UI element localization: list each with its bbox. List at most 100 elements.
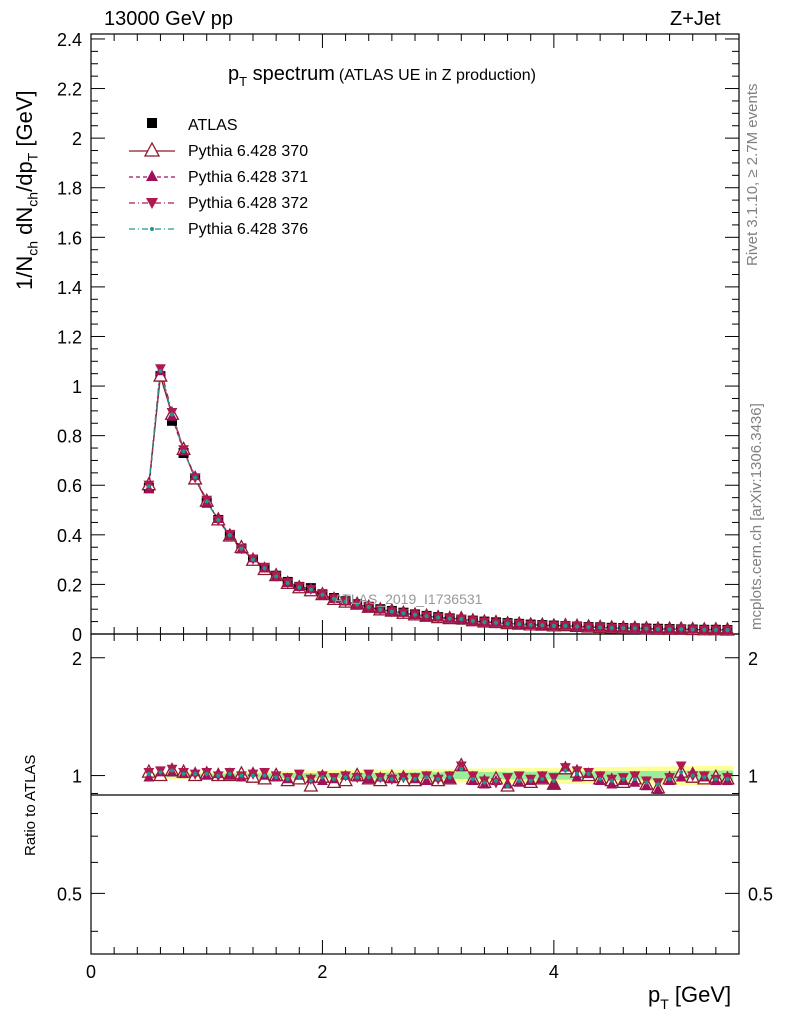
ratio-376-marker <box>459 766 464 771</box>
ratio-376-marker <box>146 771 151 776</box>
main-376-marker <box>285 580 290 585</box>
main-376-marker <box>366 605 371 609</box>
ratio-376-marker <box>482 780 487 785</box>
ratio-panel-frame <box>90 633 740 955</box>
ratio-372-marker <box>629 771 641 782</box>
ratio-376-marker <box>586 771 591 776</box>
y-tick-label: 0.2 <box>57 575 82 595</box>
ratio-376-marker <box>540 776 545 781</box>
legend-376-label: Pythia 6.428 376 <box>188 221 308 238</box>
ratio-376-marker <box>575 771 579 776</box>
main-376-marker <box>563 623 568 628</box>
main-376-marker <box>193 475 198 480</box>
x-tick-label: 2 <box>317 962 327 982</box>
y-tick-label: 0.4 <box>57 526 82 546</box>
y-tick-label: 0.8 <box>57 427 82 447</box>
ratio-tick-label-right: 1 <box>748 767 758 787</box>
ratio-markers <box>141 757 735 794</box>
ratio-376-marker <box>158 770 163 775</box>
main-376-marker <box>170 412 174 417</box>
ratio-372-marker <box>259 768 270 779</box>
main-376-marker <box>413 612 417 617</box>
main-376-marker <box>239 546 244 551</box>
ratio-376-marker <box>690 773 695 778</box>
ratio-372-marker <box>560 763 571 774</box>
ratio-376-marker <box>170 768 174 773</box>
main-376-marker <box>551 623 556 628</box>
legend-372-marker <box>146 198 158 209</box>
ratio-376-marker <box>598 776 603 781</box>
y-tick-label: 1.2 <box>57 327 82 347</box>
ratio-372-marker <box>502 773 513 784</box>
ratio-376-marker <box>702 775 707 780</box>
ratio-372-marker <box>293 769 305 780</box>
ratio-371-marker <box>675 771 687 782</box>
y-tick-label: 2 <box>72 129 82 149</box>
ratio-tick-label-left: 0.5 <box>57 884 82 904</box>
ratio-372-marker <box>675 761 687 772</box>
main-376-marker <box>251 557 255 562</box>
main-376-marker <box>644 626 649 631</box>
y-tick-label: 1 <box>72 377 82 397</box>
ratio-376-marker <box>216 773 221 778</box>
main-376-marker <box>274 574 279 579</box>
main-376-marker <box>632 626 637 631</box>
ratio-376-marker <box>609 778 614 783</box>
ratio-376-marker <box>447 775 452 780</box>
atlas-data-point <box>167 415 177 426</box>
y-tick-label: 1.4 <box>57 278 82 298</box>
ratio-376-marker <box>227 771 232 776</box>
ratio-376-marker <box>494 778 498 783</box>
main-376-marker <box>459 617 464 622</box>
y-axis-label-ratio: Ratio to ATLAS <box>22 754 39 856</box>
legend-370-label: Pythia 6.428 370 <box>188 143 308 160</box>
ratio-376-marker <box>725 776 730 781</box>
ratio-371-marker <box>548 778 560 789</box>
ratio-376-marker <box>251 773 255 778</box>
y-axis-label-main: 1/Nch dNch/dpT [GeV] <box>12 90 41 290</box>
main-376-marker <box>667 627 672 632</box>
ratio-376-marker <box>308 778 313 783</box>
main-376-marker <box>320 592 325 597</box>
series-markers <box>141 364 735 637</box>
ratio-371-marker <box>652 783 664 794</box>
main-376-marker <box>158 368 163 373</box>
main-376-marker <box>609 625 614 630</box>
ratio-376-marker <box>378 776 383 781</box>
main-376-marker <box>621 626 626 631</box>
legend-371-label: Pythia 6.428 371 <box>188 169 308 186</box>
plot-title: pT spectrum (ATLAS UE in Z production) <box>228 63 536 89</box>
legend-372-label: Pythia 6.428 372 <box>188 195 308 212</box>
ratio-376-marker <box>285 776 290 781</box>
main-376-marker <box>690 627 695 632</box>
ratio-372-marker <box>455 761 467 772</box>
ratio-376-marker <box>262 773 267 778</box>
main-376-marker <box>656 627 660 632</box>
ratio-372-marker <box>536 771 548 782</box>
main-376-marker <box>702 627 707 632</box>
ratio-376-marker <box>274 775 279 780</box>
ratio-376-marker <box>239 773 244 778</box>
legend-370-marker <box>143 141 161 157</box>
legend-atlas-label: ATLAS <box>188 117 238 134</box>
main-376-marker <box>470 618 475 623</box>
ratio-376-marker <box>563 768 568 773</box>
ratio-376-marker <box>366 775 371 780</box>
ratio-376-marker <box>632 776 637 781</box>
ratio-376-marker <box>621 776 626 781</box>
ratio-376-marker <box>343 775 348 780</box>
main-376-marker <box>389 609 394 614</box>
ratio-372-marker <box>513 771 525 782</box>
ratio-tick-label-left: 1 <box>72 767 82 787</box>
main-376-marker <box>262 566 267 571</box>
ratio-376-marker <box>204 771 209 776</box>
ratio-376-marker <box>181 771 186 776</box>
y-tick-label: 2.4 <box>57 30 82 50</box>
y-tick-label: 1.8 <box>57 179 82 199</box>
rivet-label: Rivet 3.1.10, ≥ 2.7M events <box>744 83 761 267</box>
watermark: ATLAS_2019_I1736531 <box>334 591 483 607</box>
ratio-372-marker <box>363 769 375 780</box>
ratio-372-marker <box>467 771 479 782</box>
main-376-marker <box>227 533 232 538</box>
